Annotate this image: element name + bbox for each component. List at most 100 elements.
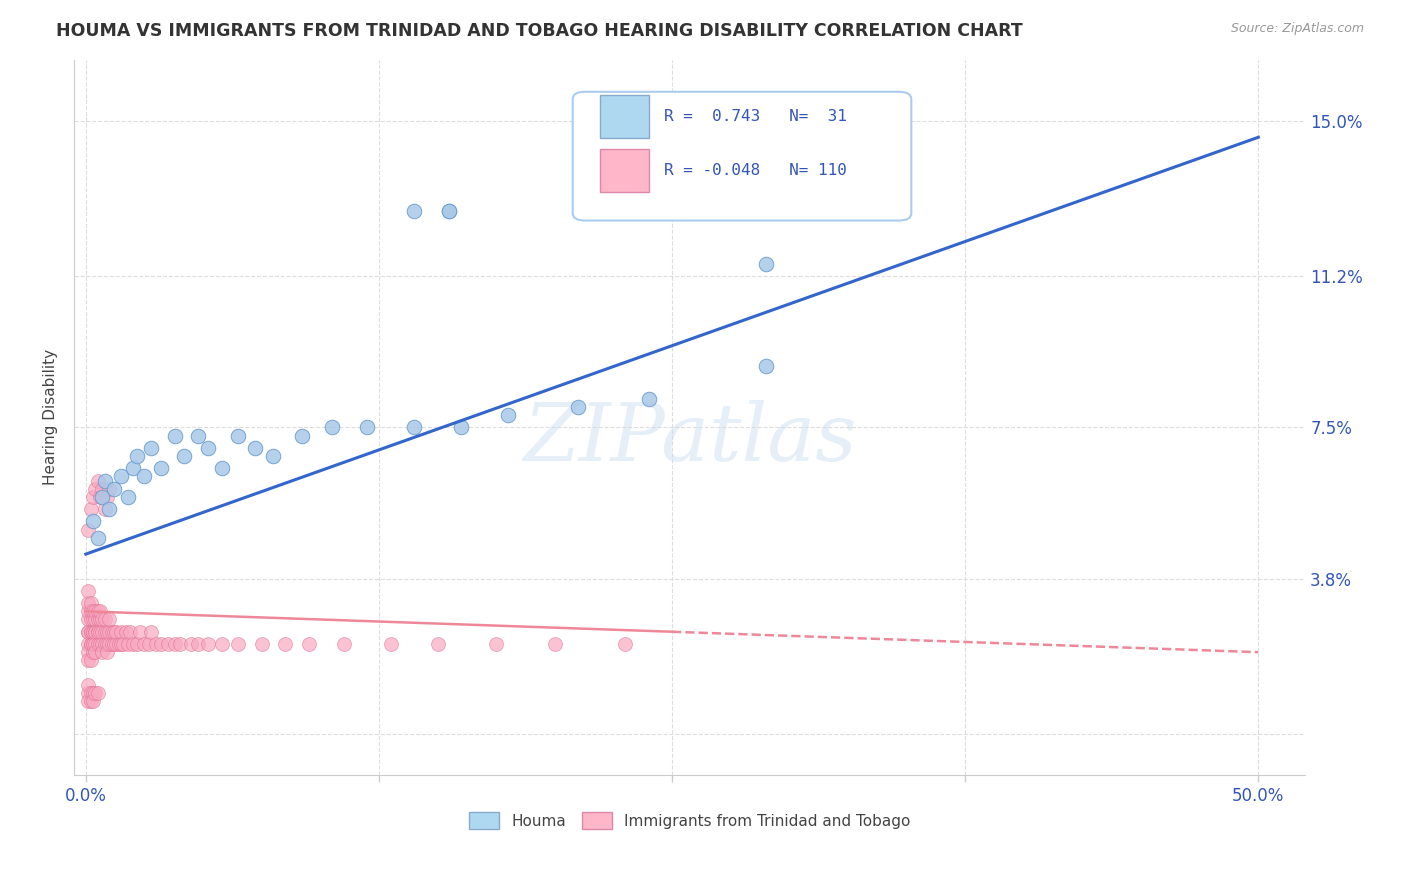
Point [243, 441, 266, 455]
Point [274, 637, 297, 651]
Point [98, 482, 121, 496]
Point [77, 686, 100, 700]
Point [82, 490, 104, 504]
Point [77, 645, 100, 659]
Point [77, 596, 100, 610]
Point [120, 624, 142, 639]
Point [96, 624, 118, 639]
Point [755, 359, 778, 373]
Point [86, 624, 108, 639]
Point [145, 637, 167, 651]
Point [127, 449, 149, 463]
Point [96, 645, 118, 659]
Point [84, 482, 107, 496]
Point [567, 400, 589, 414]
Point [187, 428, 209, 442]
Text: R = -0.048   N= 110: R = -0.048 N= 110 [664, 163, 846, 178]
Point [89, 612, 111, 626]
Point [404, 203, 426, 218]
Point [121, 637, 143, 651]
Point [93, 502, 115, 516]
Point [86, 686, 108, 700]
Point [82, 604, 104, 618]
Point [98, 637, 121, 651]
Point [211, 637, 233, 651]
Point [100, 624, 122, 639]
Point [86, 474, 108, 488]
Point [84, 686, 107, 700]
Point [380, 637, 402, 651]
FancyBboxPatch shape [600, 149, 650, 192]
Point [755, 257, 778, 271]
Text: ZIPatlas: ZIPatlas [523, 400, 856, 477]
Point [173, 449, 195, 463]
Point [141, 441, 163, 455]
Point [93, 474, 115, 488]
Point [250, 637, 273, 651]
Point [82, 515, 104, 529]
Point [485, 637, 508, 651]
Point [91, 612, 114, 626]
Point [107, 637, 129, 651]
Point [79, 502, 101, 516]
Point [91, 624, 114, 639]
Point [79, 612, 101, 626]
Point [105, 624, 128, 639]
Point [89, 604, 111, 618]
Point [110, 469, 132, 483]
Point [426, 637, 449, 651]
Point [103, 482, 125, 496]
Point [82, 624, 104, 639]
Point [79, 604, 101, 618]
Point [77, 624, 100, 639]
Point [226, 637, 249, 651]
Point [404, 420, 426, 434]
Point [156, 637, 179, 651]
Point [321, 420, 343, 434]
Point [138, 637, 160, 651]
Point [134, 469, 156, 483]
Point [93, 624, 115, 639]
Point [82, 686, 104, 700]
Point [82, 645, 104, 659]
Point [79, 624, 101, 639]
Point [98, 612, 121, 626]
Point [98, 502, 121, 516]
Point [86, 624, 108, 639]
Point [356, 420, 378, 434]
Point [91, 637, 114, 651]
Point [96, 637, 118, 651]
Point [77, 583, 100, 598]
Point [128, 624, 150, 639]
Point [149, 461, 172, 475]
Point [86, 637, 108, 651]
Point [333, 637, 356, 651]
Text: R =  0.743   N=  31: R = 0.743 N= 31 [664, 110, 846, 124]
Point [77, 653, 100, 667]
Point [84, 637, 107, 651]
Point [112, 637, 135, 651]
Legend: Houma, Immigrants from Trinidad and Tobago: Houma, Immigrants from Trinidad and Toba… [463, 806, 917, 835]
Point [262, 449, 284, 463]
Point [79, 653, 101, 667]
FancyBboxPatch shape [600, 95, 650, 138]
Point [134, 637, 156, 651]
Point [77, 694, 100, 708]
Point [96, 490, 118, 504]
Point [100, 637, 122, 651]
Point [149, 637, 172, 651]
Point [86, 531, 108, 545]
Point [93, 612, 115, 626]
Point [79, 694, 101, 708]
Point [439, 203, 461, 218]
Point [439, 203, 461, 218]
Point [79, 624, 101, 639]
Point [98, 624, 121, 639]
Point [77, 624, 100, 639]
Point [290, 428, 312, 442]
Point [93, 637, 115, 651]
Point [117, 637, 139, 651]
Point [86, 604, 108, 618]
Point [84, 604, 107, 618]
Point [105, 637, 128, 651]
